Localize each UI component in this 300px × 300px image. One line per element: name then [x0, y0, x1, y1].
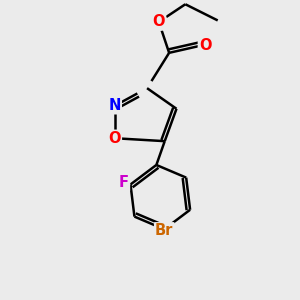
Text: O: O [153, 14, 165, 29]
Text: O: O [199, 38, 211, 53]
Text: F: F [119, 176, 129, 190]
Text: Br: Br [155, 223, 173, 238]
Text: O: O [108, 131, 121, 146]
Text: N: N [109, 98, 121, 113]
